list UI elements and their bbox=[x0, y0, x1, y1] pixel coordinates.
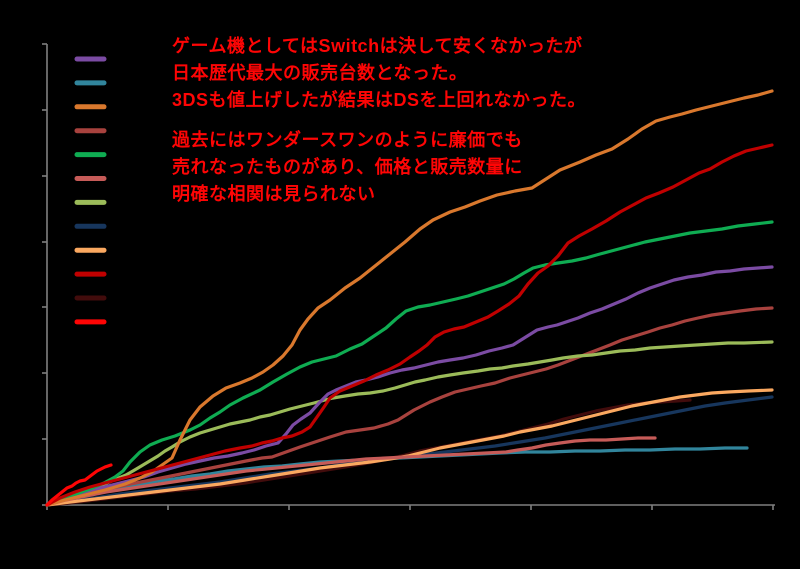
series-line-dark-red bbox=[45, 143, 774, 507]
annotation-line: 過去にはワンダースワンのように廉価でも bbox=[172, 130, 523, 150]
annotation-block-wonderswan: 過去にはワンダースワンのように廉価でも 売れなったものがあり、価格と販売数量に … bbox=[172, 127, 523, 208]
annotation-block-switch: ゲーム機としてはSwitchは決して安くなかったが 日本歴代最大の販売台数となっ… bbox=[172, 33, 586, 114]
annotation-line: 売れなったものがあり、価格と販売数量に bbox=[172, 157, 523, 177]
annotation-line: ゲーム機としてはSwitchは決して安くなかったが bbox=[172, 36, 583, 56]
annotation-line: 明確な相関は見られない bbox=[172, 184, 376, 204]
series-line-yellow-green bbox=[45, 340, 774, 507]
annotation-line: 3DSも値上げしたが結果はDSを上回れなかった。 bbox=[172, 90, 587, 110]
series-line-bright-red bbox=[45, 463, 113, 507]
annotation-line: 日本歴代最大の販売台数となった。 bbox=[172, 63, 468, 83]
series-line-light-orange bbox=[45, 388, 774, 507]
series-line-orange bbox=[45, 89, 774, 507]
series-line-indian-red bbox=[45, 436, 657, 507]
series-line-green bbox=[45, 220, 774, 507]
series-line-purple bbox=[45, 265, 774, 507]
series-line-brick-red bbox=[45, 306, 774, 507]
